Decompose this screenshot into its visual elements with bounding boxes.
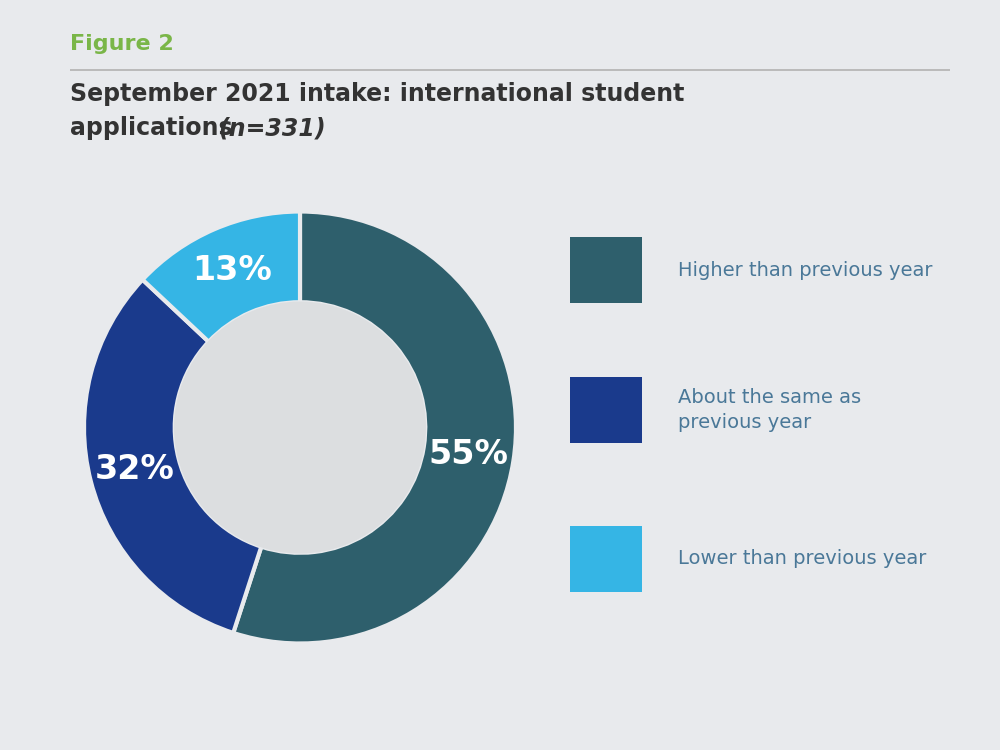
Text: 55%: 55% [429, 438, 508, 471]
Text: About the same as
previous year: About the same as previous year [678, 388, 861, 432]
FancyBboxPatch shape [570, 377, 642, 443]
Text: (n=331): (n=331) [218, 116, 326, 140]
Circle shape [175, 302, 425, 553]
Text: September 2021 intake: international student: September 2021 intake: international stu… [70, 82, 684, 106]
Text: Figure 2: Figure 2 [70, 34, 174, 54]
Text: 32%: 32% [95, 454, 175, 487]
Wedge shape [84, 280, 261, 633]
Text: Higher than previous year: Higher than previous year [678, 260, 932, 280]
Text: 13%: 13% [192, 254, 272, 287]
Text: Lower than previous year: Lower than previous year [678, 549, 926, 568]
FancyBboxPatch shape [570, 526, 642, 592]
FancyBboxPatch shape [570, 237, 642, 303]
Wedge shape [233, 211, 516, 644]
Text: applications: applications [70, 116, 241, 140]
Wedge shape [143, 211, 300, 342]
